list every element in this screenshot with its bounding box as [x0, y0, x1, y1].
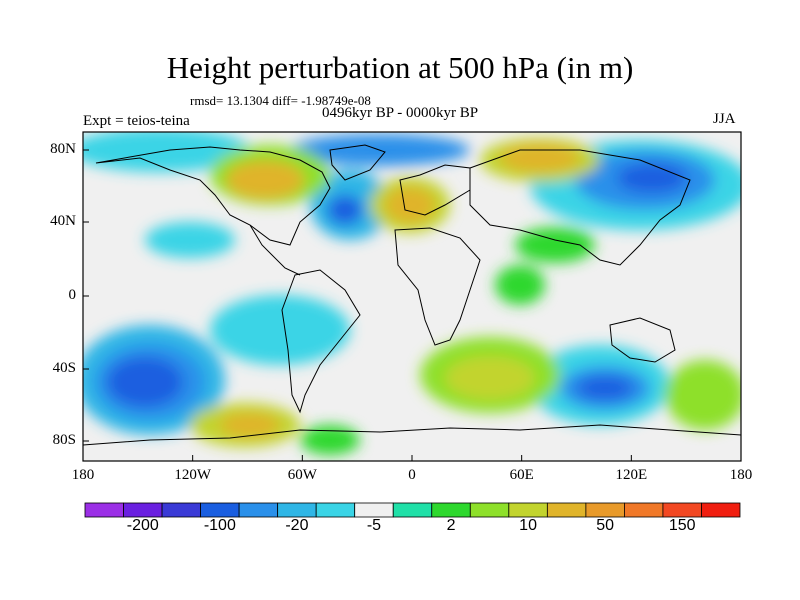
colorbar-swatch	[277, 502, 317, 518]
colorbar-label: 150	[668, 517, 696, 534]
colorbar-swatch	[624, 502, 664, 518]
coast-australia	[609, 317, 676, 363]
lat-tick-label: 0	[68, 287, 77, 303]
colorbar-swatch	[701, 502, 741, 518]
lat-tick-label: 80N	[50, 141, 76, 157]
anomaly-region	[445, 356, 535, 400]
anomaly-region	[577, 376, 633, 400]
season-label: JJA	[713, 111, 736, 127]
coast-greenland	[329, 144, 386, 181]
coast-asia	[469, 149, 691, 266]
colorbar-label: -5	[366, 517, 382, 534]
experiment-label: Expt = teios-teina	[83, 113, 190, 129]
lon-tick-label: 120W	[174, 467, 211, 483]
colorbar-swatch	[469, 502, 510, 518]
anomaly-region	[617, 163, 687, 193]
anomaly-region	[210, 295, 350, 365]
colorbar-label: -200	[126, 517, 159, 534]
coast-africa	[394, 227, 481, 346]
colorbar-swatch	[662, 502, 702, 518]
axis-ticks	[82, 149, 742, 461]
colorbar-swatch	[315, 502, 356, 518]
contour-fields	[83, 132, 741, 455]
lon-tick-label: 0	[408, 467, 416, 483]
map-title: Height perturbation at 500 hPa (in m)	[166, 50, 634, 85]
colorbar-label: -20	[285, 517, 309, 534]
lon-tick-label: 180	[729, 467, 753, 483]
colorbar-swatch	[392, 502, 433, 518]
anomaly-region	[515, 227, 595, 263]
colorbar-label: 2	[446, 517, 456, 534]
colorbar-swatch	[123, 502, 163, 518]
anomaly-region	[220, 413, 280, 437]
map-panel	[83, 132, 741, 461]
colorbar-swatch	[585, 502, 625, 518]
lon-tick-label: 180	[71, 467, 95, 483]
lat-tick-label: 80S	[52, 432, 76, 448]
colorbar-swatch	[431, 502, 471, 518]
anomaly-region	[83, 132, 250, 172]
lon-tick-label: 120E	[615, 467, 648, 483]
anomaly-region	[107, 357, 183, 407]
anomaly-region	[385, 187, 435, 223]
colorbar-swatch	[84, 502, 124, 518]
stats-text: rmsd= 13.1304 diff= -1.98749e-08	[190, 93, 371, 108]
anomaly-region	[327, 195, 363, 225]
coastlines	[83, 144, 741, 446]
coast-north-america	[95, 146, 331, 246]
colorbar-label: -100	[203, 517, 236, 534]
colorbar-label: 50	[596, 517, 615, 534]
period-text: 0496kyr BP - 0000kyr BP	[322, 105, 479, 121]
colorbar-swatch	[354, 502, 394, 518]
anomaly-region	[495, 265, 545, 305]
coast-antarctica	[83, 424, 741, 446]
lat-tick-label: 40N	[50, 213, 76, 229]
coast-south-america	[281, 269, 361, 414]
colorbar	[84, 502, 741, 518]
anomaly-region	[145, 222, 235, 258]
lon-tick-label: 60W	[287, 467, 317, 483]
anomaly-region	[300, 425, 360, 455]
coast-central-america	[249, 224, 301, 276]
colorbar-swatch	[200, 502, 240, 518]
colorbar-swatch	[161, 502, 201, 518]
lon-tick-label: 60E	[509, 467, 534, 483]
anomaly-region	[500, 144, 580, 172]
colorbar-swatch	[238, 502, 279, 518]
colorbar-swatch	[508, 502, 548, 518]
colorbar-label: 10	[519, 517, 537, 534]
lat-tick-label: 40S	[52, 360, 76, 376]
anomaly-region	[665, 360, 741, 430]
colorbar-swatch	[546, 502, 587, 518]
anomaly-region	[225, 160, 305, 200]
